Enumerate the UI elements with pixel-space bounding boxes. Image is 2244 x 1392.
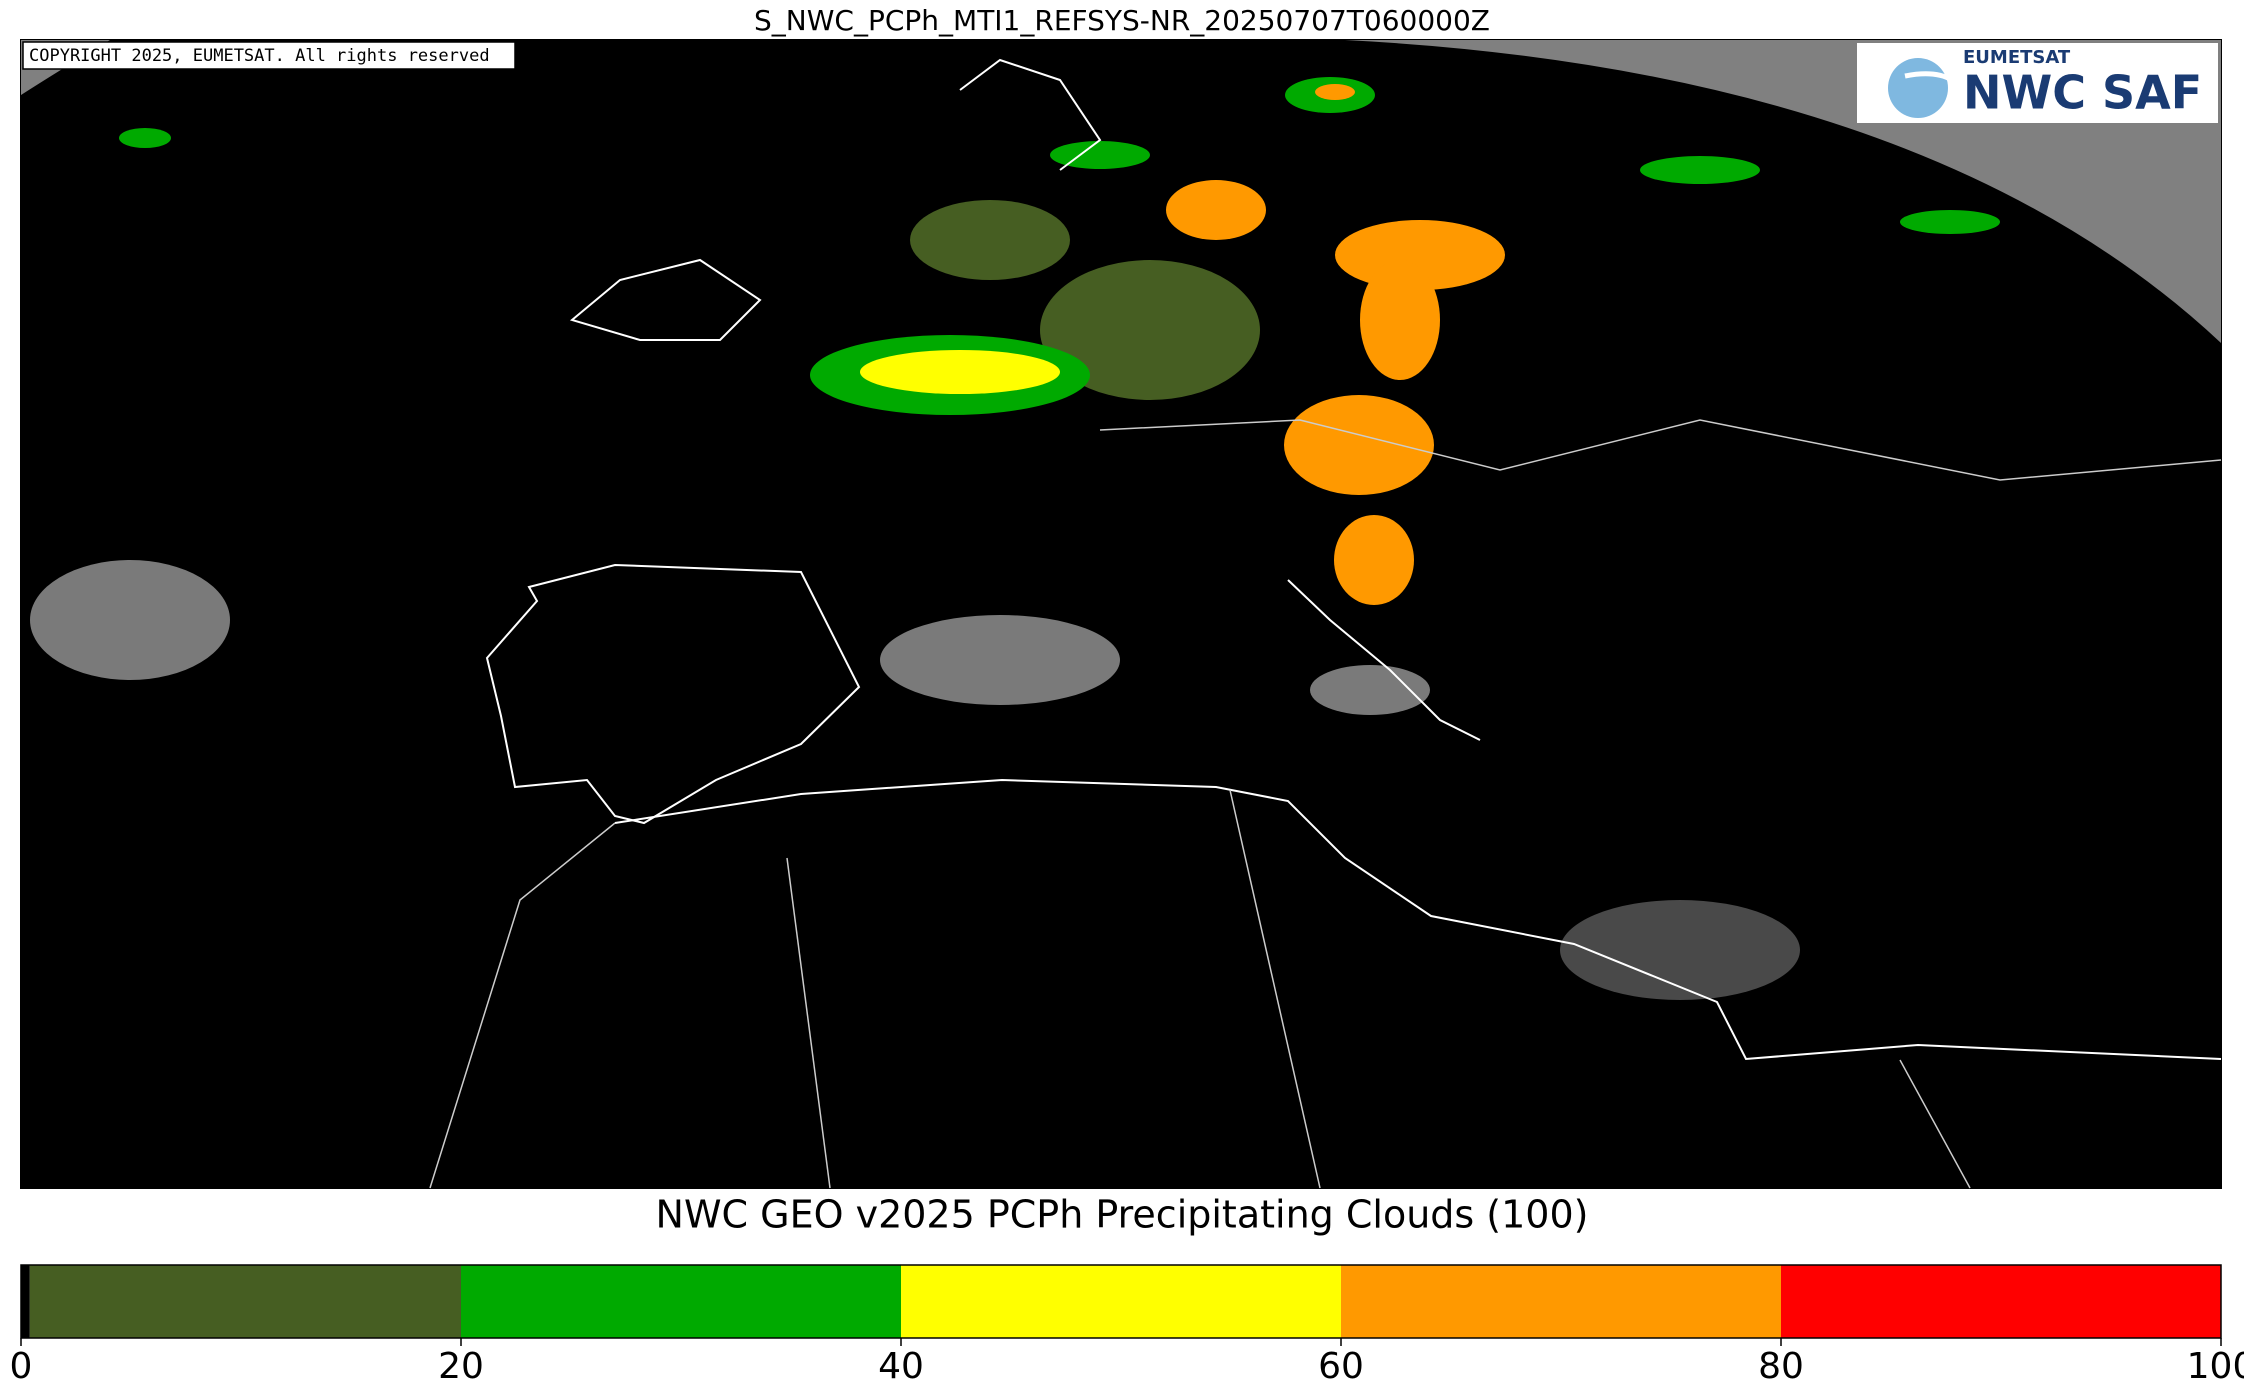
borders <box>429 419 2222 1189</box>
colorbar-segment <box>1341 1265 1781 1338</box>
precip-area <box>910 200 1070 280</box>
precipitation-areas <box>119 77 2000 605</box>
image-title: S_NWC_PCPh_MTI1_REFSYS-NR_20250707T06000… <box>754 4 1490 37</box>
border <box>1229 789 1321 1189</box>
precip-area <box>1166 180 1266 240</box>
precip-area <box>119 128 171 148</box>
precip-area <box>1315 84 1355 100</box>
tick-label: 20 <box>438 1346 484 1387</box>
cloud-area <box>30 560 230 680</box>
colorbar: 0 20 40 60 80 100 <box>10 1264 2244 1387</box>
precip-area <box>1334 515 1414 605</box>
tick-label: 0 <box>10 1346 33 1387</box>
colorbar-label: NWC GEO v2025 PCPh Precipitating Clouds … <box>656 1193 1589 1237</box>
colorbar-segment <box>461 1265 901 1338</box>
colorbar-segment <box>901 1265 1341 1338</box>
precip-area <box>1040 260 1260 400</box>
logo-product: NWC SAF <box>1963 66 2202 120</box>
logo-org: EUMETSAT <box>1963 47 2071 68</box>
logo-icon <box>1904 71 1954 83</box>
coastline <box>569 258 762 341</box>
cloud-areas <box>30 560 1800 1000</box>
logo-icon <box>1888 58 1948 118</box>
coastlines <box>485 58 2222 1061</box>
coastline <box>959 58 1102 171</box>
tick-label: 60 <box>1318 1346 1364 1387</box>
border <box>429 822 616 1189</box>
border <box>786 857 831 1189</box>
coastline <box>1287 579 1481 741</box>
cloud-area <box>1560 900 1800 1000</box>
cloud-area <box>1310 665 1430 715</box>
border <box>1899 1059 1971 1189</box>
tick-label: 80 <box>1758 1346 1804 1387</box>
copyright-text: COPYRIGHT 2025, EUMETSAT. All rights res… <box>29 46 490 66</box>
precip-area <box>1284 395 1434 495</box>
border <box>1099 419 2222 481</box>
tick-label: 40 <box>878 1346 924 1387</box>
precip-area <box>1050 141 1150 169</box>
precip-area <box>1360 260 1440 380</box>
precip-area <box>1900 210 2000 234</box>
tick-label: 100 <box>2187 1346 2244 1387</box>
precip-area <box>860 350 1060 394</box>
coastline <box>614 778 2222 1061</box>
colorbar-segment <box>1781 1265 2221 1338</box>
colorbar-segment <box>21 1265 30 1338</box>
map-background <box>20 39 2222 1189</box>
copyright-box <box>22 41 516 70</box>
map: COPYRIGHT 2025, EUMETSAT. All rights res… <box>20 39 2222 1189</box>
colorbar-frame <box>20 1264 2222 1339</box>
coastline <box>485 563 861 825</box>
cloud-area <box>880 615 1120 705</box>
precip-area <box>1640 156 1760 184</box>
colorbar-segment <box>29 1265 462 1338</box>
